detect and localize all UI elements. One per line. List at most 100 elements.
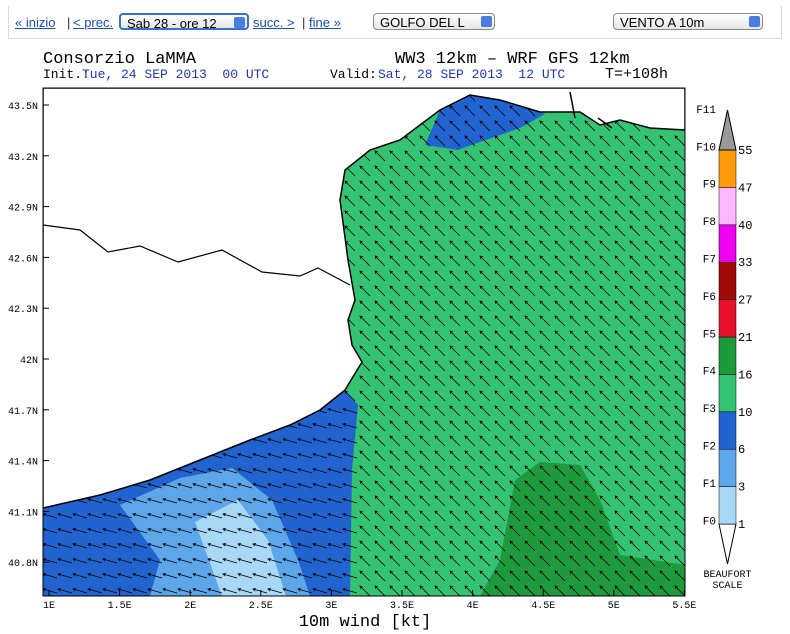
wind-arrow	[629, 225, 641, 237]
wind-arrow	[614, 285, 626, 297]
wind-arrow	[464, 270, 476, 282]
link-first[interactable]: « inizio	[15, 15, 56, 30]
beaufort-label: F5	[703, 329, 716, 341]
wind-arrow	[434, 570, 446, 582]
wind-arrow	[359, 525, 371, 537]
wind-arrow	[494, 240, 506, 252]
wind-arrow	[509, 420, 521, 432]
wind-arrow	[359, 480, 371, 492]
wind-arrow	[494, 570, 506, 582]
wind-arrow	[539, 570, 551, 582]
x-tick-label: 4.5E	[531, 601, 555, 612]
wind-arrow	[524, 570, 536, 582]
region-select[interactable]: GOLFO DEL L	[373, 13, 495, 30]
wind-arrow	[644, 375, 656, 387]
wind-arrow	[479, 525, 491, 537]
wind-arrow	[117, 542, 133, 549]
wind-arrow	[342, 542, 358, 549]
wind-arrow	[509, 345, 521, 357]
colorbar-segment	[718, 224, 737, 263]
beaufort-label: F3	[703, 404, 716, 416]
wind-arrow	[524, 225, 536, 237]
wind-arrow	[644, 150, 656, 162]
wind-arrow	[644, 390, 656, 402]
wind-arrow	[539, 150, 551, 162]
wind-arrow	[674, 240, 685, 252]
link-next[interactable]: succ. >	[253, 15, 295, 30]
wind-arrow	[162, 557, 178, 564]
wind-arrow	[282, 542, 298, 549]
wind-arrow	[404, 330, 416, 342]
wind-arrow	[479, 405, 491, 417]
wind-arrow	[554, 135, 566, 147]
wind-arrow	[554, 450, 566, 462]
field-select[interactable]: VENTO A 10m	[613, 13, 763, 30]
wind-arrow	[509, 570, 521, 582]
x-tick-label: 1.5E	[108, 601, 132, 612]
wind-arrow	[479, 540, 491, 552]
wind-arrow	[509, 495, 521, 507]
wind-arrow	[102, 527, 118, 534]
wind-arrow	[614, 270, 626, 282]
wind-arrow	[674, 345, 685, 357]
link-prev[interactable]: < prec.	[73, 15, 114, 30]
wind-arrow	[419, 510, 431, 522]
colorbar-segment	[718, 187, 737, 226]
wind-arrow	[629, 165, 641, 177]
wind-arrow	[434, 405, 446, 417]
wind-arrow	[374, 435, 386, 447]
wind-arrow	[554, 360, 566, 372]
wind-arrow	[659, 225, 671, 237]
wind-arrow	[464, 150, 476, 162]
wind-arrow	[659, 270, 671, 282]
wind-arrow	[569, 165, 581, 177]
wind-arrow	[674, 510, 685, 522]
wind-arrow	[659, 480, 671, 492]
wind-arrow	[449, 120, 461, 132]
wind-arrow	[434, 435, 446, 447]
wind-arrow	[554, 180, 566, 192]
wind-arrow	[434, 390, 446, 402]
wind-arrow	[494, 345, 506, 357]
beaufort-label: F6	[703, 292, 716, 304]
wind-arrow	[614, 240, 626, 252]
wind-arrow	[479, 465, 491, 477]
wind-arrow	[494, 300, 506, 312]
wind-arrow	[644, 450, 656, 462]
wind-arrow	[374, 150, 386, 162]
wind-arrow	[554, 255, 566, 267]
y-tick-label: 42.9N	[8, 204, 38, 215]
wind-arrow	[374, 315, 386, 327]
wind-arrow	[569, 390, 581, 402]
wind-arrow	[449, 345, 461, 357]
wind-arrow	[584, 195, 596, 207]
wind-arrow	[297, 497, 313, 504]
scale-title: SCALE	[712, 581, 742, 592]
y-tick-label: 41.1N	[8, 508, 38, 519]
wind-arrow	[674, 540, 685, 552]
wind-arrow	[554, 540, 566, 552]
wind-arrow	[449, 375, 461, 387]
wind-arrow	[404, 495, 416, 507]
time-select[interactable]: Sab 28 - ore 12	[119, 13, 249, 30]
x-tick-label: 2E	[184, 601, 196, 612]
wind-arrow	[629, 135, 641, 147]
wind-arrow	[524, 180, 536, 192]
wind-arrow	[674, 495, 685, 507]
link-last[interactable]: fine »	[309, 15, 341, 30]
wind-arrow	[614, 345, 626, 357]
wind-arrow	[434, 450, 446, 462]
wind-arrow	[449, 225, 461, 237]
wind-arrow	[629, 195, 641, 207]
wind-arrow	[674, 585, 685, 596]
wind-arrow	[404, 180, 416, 192]
wind-arrow	[614, 450, 626, 462]
wind-arrow	[327, 512, 343, 519]
wind-arrow	[222, 587, 238, 594]
wind-arrow	[434, 345, 446, 357]
wind-arrow	[509, 585, 521, 596]
wind-arrow	[494, 165, 506, 177]
wind-arrow	[644, 555, 656, 567]
wind-arrow	[614, 195, 626, 207]
